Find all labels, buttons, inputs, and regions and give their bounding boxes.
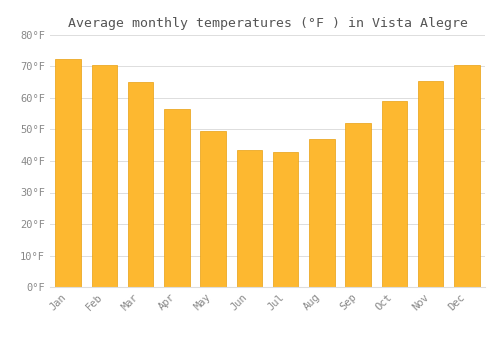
Bar	[128, 82, 154, 287]
Bar	[418, 80, 444, 287]
Bar	[309, 139, 334, 287]
Bar	[164, 109, 190, 287]
Bar	[200, 131, 226, 287]
Title: Average monthly temperatures (°F ) in Vista Alegre: Average monthly temperatures (°F ) in Vi…	[68, 17, 468, 30]
Bar	[236, 150, 262, 287]
Bar	[454, 65, 479, 287]
Bar	[92, 65, 117, 287]
Bar	[56, 58, 81, 287]
Bar	[346, 123, 371, 287]
Bar	[273, 152, 298, 287]
Bar	[382, 101, 407, 287]
